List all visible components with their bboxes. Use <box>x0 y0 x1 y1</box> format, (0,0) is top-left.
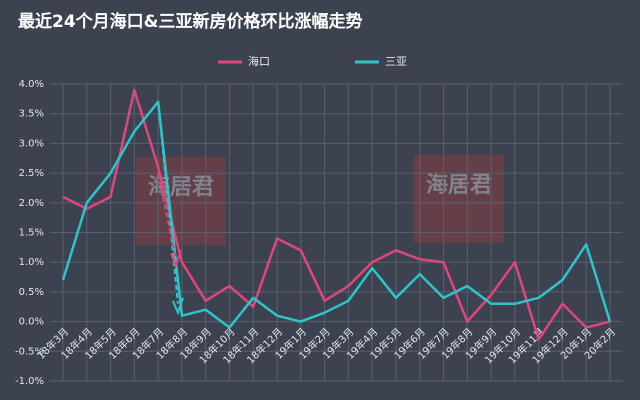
y-tick-label: -0.5% <box>15 346 44 357</box>
y-tick-label: 1.5% <box>19 228 44 239</box>
annotation-arrow <box>157 101 179 304</box>
arrow-head <box>169 250 182 268</box>
watermark-text: 海居君 <box>426 172 492 198</box>
watermark-box <box>136 157 226 245</box>
watermarks: 海居君 海居君 <box>136 155 504 245</box>
y-tick-label: 3.5% <box>19 109 44 120</box>
y-tick-label: 0.0% <box>19 317 44 328</box>
y-tick-label: 4.0% <box>19 79 44 90</box>
legend-label: 三亚 <box>385 55 407 68</box>
y-tick-label: 2.5% <box>19 168 44 179</box>
watermark-text: 海居君 <box>148 174 214 200</box>
y-tick-label: 0.5% <box>19 287 44 298</box>
y-tick-label: 1.0% <box>19 257 44 268</box>
series-line <box>61 100 612 329</box>
annotation-arrow <box>157 172 177 260</box>
y-tick-label: 3.0% <box>19 138 44 149</box>
chart-title: 最近24个月海口&三亚新房价格环比涨幅走势 <box>18 11 362 32</box>
y-tick-label: -1.0% <box>15 376 44 387</box>
watermark-box <box>414 155 504 243</box>
series-line <box>62 88 611 341</box>
legend-label: 海口 <box>248 54 270 68</box>
y-tick-label: 2.0% <box>19 198 44 209</box>
arrow-head <box>171 297 184 316</box>
